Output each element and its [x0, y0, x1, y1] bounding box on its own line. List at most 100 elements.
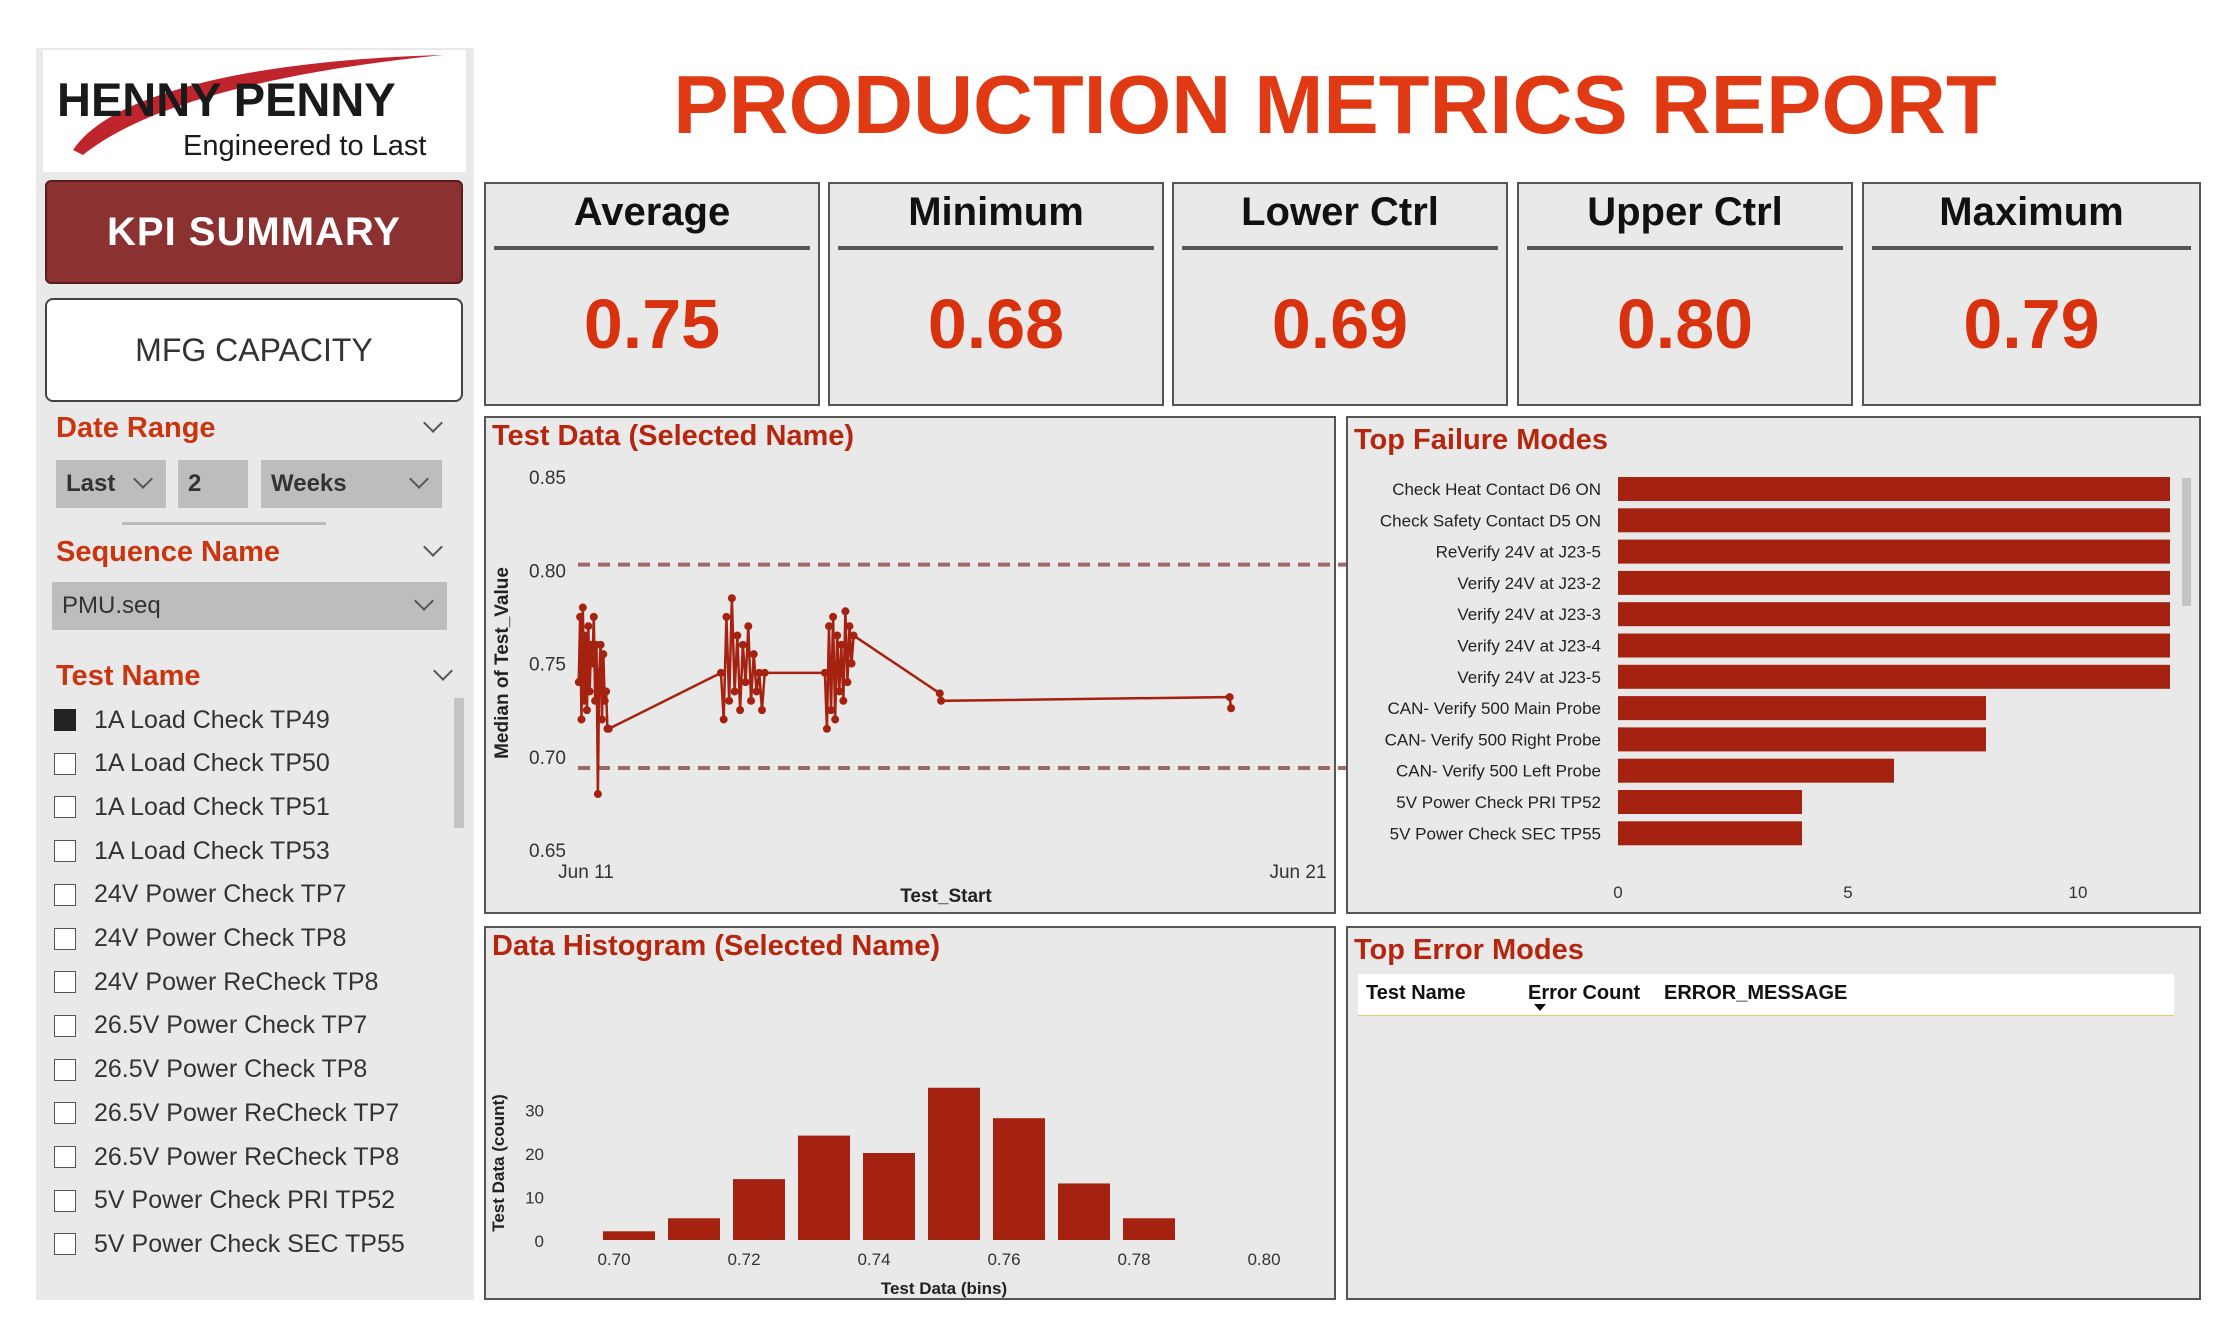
- test-name-option[interactable]: 26.5V Power Check TP8: [54, 1050, 367, 1090]
- checkbox-unchecked-icon[interactable]: [54, 883, 76, 906]
- category-label: CAN- Verify 500 Left Probe: [1396, 762, 1601, 781]
- checkbox-unchecked-icon[interactable]: [54, 1189, 76, 1212]
- checkbox-unchecked-icon[interactable]: [54, 840, 76, 863]
- column-header-test-name[interactable]: Test Name: [1366, 982, 1466, 1004]
- date-range-relative-select[interactable]: Last: [56, 460, 166, 508]
- data-point: [585, 687, 594, 696]
- x-axis-title: Test Data (bins): [881, 1279, 1007, 1298]
- data-point: [749, 650, 758, 659]
- failure-bar-chart-svg: Check Heat Contact D6 ON Check Safety Con…: [1380, 477, 2170, 902]
- chart-title: Test Data (Selected Name): [492, 420, 855, 452]
- category-label: 5V Power Check SEC TP55: [1390, 824, 1601, 843]
- data-point: [580, 696, 589, 705]
- category-label: Verify 24V at J23-3: [1457, 605, 1601, 624]
- column-header-error-count[interactable]: Error Count: [1528, 982, 1641, 1004]
- category-label: ReVerify 24V at J23-5: [1436, 543, 1601, 562]
- histogram-bar: [1058, 1183, 1110, 1240]
- test-name-option-label: 1A Load Check TP51: [94, 792, 330, 821]
- failure-bar: [1618, 602, 2170, 627]
- data-point: [595, 668, 604, 677]
- x-tick-label: 5: [1843, 883, 1852, 902]
- test-name-option[interactable]: 1A Load Check TP49: [54, 700, 330, 740]
- kpi-value: 0.69: [1271, 285, 1409, 363]
- data-point: [760, 668, 769, 677]
- test-name-option-label: 1A Load Check TP49: [94, 705, 330, 734]
- checkbox-unchecked-icon[interactable]: [54, 1014, 76, 1037]
- failure-bar: [1618, 570, 2170, 595]
- date-range-slider-track[interactable]: [122, 522, 326, 525]
- data-point: [831, 715, 840, 724]
- data-point: [599, 650, 608, 659]
- kpi-divider: [838, 246, 1154, 250]
- checkbox-unchecked-icon[interactable]: [54, 1233, 76, 1256]
- test-name-option[interactable]: 26.5V Power ReCheck TP8: [54, 1137, 399, 1177]
- test-name-option[interactable]: 1A Load Check TP53: [54, 831, 330, 871]
- date-range-title: Date Range: [56, 412, 216, 444]
- test-name-option[interactable]: 5V Power Check SEC TP55: [54, 1224, 405, 1264]
- y-tick-label: 0.80: [529, 561, 566, 582]
- y-tick-label: 0.70: [529, 748, 566, 769]
- data-point: [597, 715, 606, 724]
- kpi-summary-nav-button[interactable]: KPI SUMMARY: [45, 180, 463, 284]
- checkbox-unchecked-icon[interactable]: [54, 1102, 76, 1125]
- data-point: [752, 687, 761, 696]
- test-name-option-label: 26.5V Power ReCheck TP8: [94, 1142, 400, 1171]
- category-label: 5V Power Check PRI TP52: [1396, 793, 1601, 812]
- data-point: [835, 687, 844, 696]
- histogram-bar: [603, 1231, 655, 1240]
- failure-bar: [1618, 790, 1802, 814]
- data-point: [849, 631, 858, 640]
- checkbox-unchecked-icon[interactable]: [54, 927, 76, 950]
- category-label: Verify 24V at J23-5: [1457, 668, 1601, 687]
- table-header-row: Test Name Error Count ERROR_MESSAGE: [1358, 974, 2174, 1016]
- sort-descending-icon[interactable]: [1534, 1004, 1546, 1011]
- checkbox-unchecked-icon[interactable]: [54, 1058, 76, 1081]
- data-point: [577, 715, 586, 724]
- checkbox-checked-icon[interactable]: [54, 709, 76, 731]
- test-name-option[interactable]: 1A Load Check TP50: [54, 744, 330, 784]
- test-name-option-label: 26.5V Power Check TP7: [94, 1011, 368, 1040]
- x-tick-label: 0.70: [597, 1250, 630, 1269]
- top-error-modes-table: Top Error Modes Test Name Error Count ER…: [1346, 926, 2201, 1300]
- test-name-option[interactable]: 26.5V Power Check TP7: [54, 1006, 367, 1046]
- data-point: [593, 790, 602, 799]
- column-header-error-message[interactable]: ERROR_MESSAGE: [1664, 982, 1848, 1004]
- data-point: [824, 622, 833, 631]
- test-name-option-label: 5V Power Check PRI TP52: [94, 1186, 396, 1215]
- kpi-value: 0.75: [583, 285, 721, 363]
- category-label: Verify 24V at J23-4: [1457, 637, 1601, 656]
- mfg-capacity-nav-button[interactable]: MFG CAPACITY: [45, 298, 463, 402]
- checkbox-unchecked-icon[interactable]: [54, 1146, 76, 1168]
- kpi-divider: [1527, 246, 1843, 250]
- failure-chart-scrollbar[interactable]: [2182, 478, 2191, 606]
- test-name-scrollbar[interactable]: [454, 698, 464, 828]
- x-tick-label: Jun 21: [1269, 862, 1326, 883]
- test-name-option[interactable]: 24V Power ReCheck TP8: [54, 962, 378, 1002]
- y-tick-label: 30: [525, 1102, 544, 1121]
- data-histogram-chart: Data Histogram (Selected Name) 0 10 20 30 0.…: [484, 926, 1336, 1300]
- category-label: Check Heat Contact D6 ON: [1392, 480, 1601, 499]
- checkbox-unchecked-icon[interactable]: [54, 752, 76, 775]
- test-name-option[interactable]: 24V Power Check TP8: [54, 919, 346, 959]
- checkbox-unchecked-icon[interactable]: [54, 971, 76, 994]
- data-point: [596, 640, 605, 649]
- checkbox-unchecked-icon[interactable]: [54, 796, 76, 819]
- failure-bar: [1618, 539, 2170, 564]
- test-name-option[interactable]: 26.5V Power ReCheck TP7: [54, 1093, 399, 1133]
- date-range-count-input[interactable]: 2: [178, 460, 248, 508]
- y-tick-label: 0.65: [529, 841, 566, 862]
- date-range-unit-select[interactable]: Weeks: [261, 460, 442, 508]
- data-point: [747, 696, 756, 705]
- data-point: [736, 706, 745, 715]
- test-name-option[interactable]: 5V Power Check PRI TP52: [54, 1181, 395, 1221]
- test-name-option[interactable]: 24V Power Check TP7: [54, 875, 346, 915]
- chevron-down-icon: [409, 469, 429, 489]
- x-tick-label: 0.72: [727, 1250, 760, 1269]
- test-name-option-label: 24V Power Check TP8: [94, 924, 347, 952]
- sequence-name-select[interactable]: PMU.seq: [52, 582, 447, 630]
- test-name-option-label: 5V Power Check SEC TP55: [94, 1229, 405, 1258]
- test-name-option[interactable]: 1A Load Check TP51: [54, 787, 330, 827]
- data-point: [574, 678, 583, 687]
- data-point: [935, 689, 944, 698]
- kpi-label: Minimum: [908, 190, 1084, 234]
